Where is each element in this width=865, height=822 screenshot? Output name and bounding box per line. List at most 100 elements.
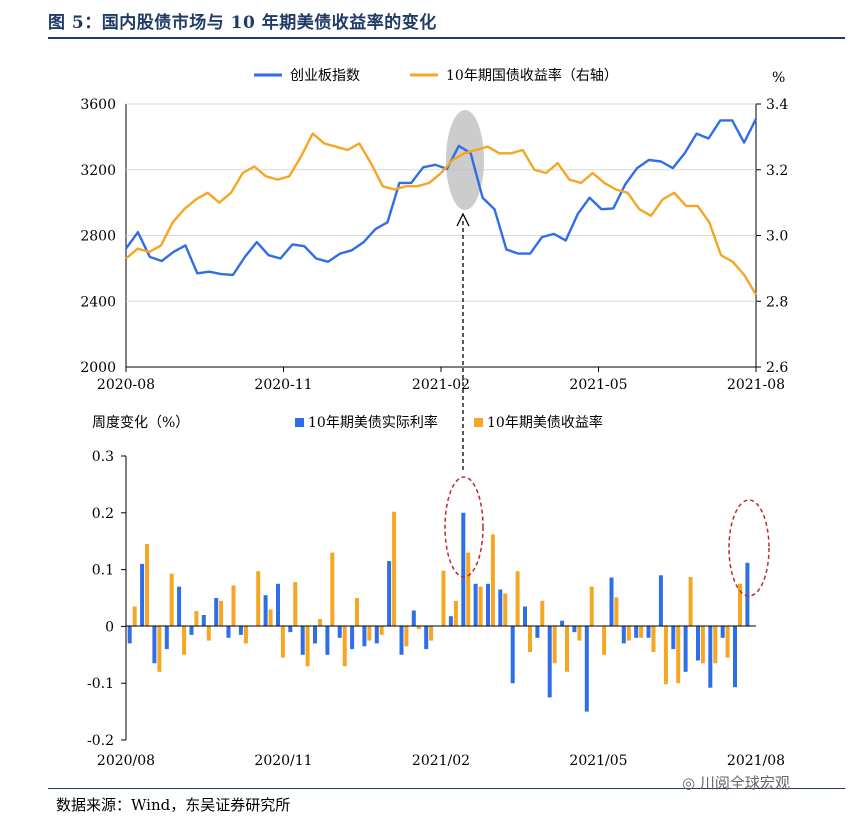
top-right-tick-label: 3.0 xyxy=(766,229,788,245)
bottom-y-tick-label: 0.2 xyxy=(92,506,114,522)
bar-real-rate xyxy=(152,626,157,664)
bar-ust-yield xyxy=(589,586,594,627)
bottom-x-tick-label: 2021/02 xyxy=(412,753,470,769)
bar-ust-yield xyxy=(404,626,409,647)
dashed-circle-feb xyxy=(444,476,484,578)
bar-ust-yield xyxy=(243,626,248,644)
bar-ust-yield xyxy=(416,626,421,630)
bar-ust-yield xyxy=(194,611,199,627)
bar-real-rate xyxy=(461,512,466,627)
bar-real-rate xyxy=(708,626,713,688)
top-right-tick-label: 3.2 xyxy=(766,163,788,179)
bar-real-rate xyxy=(658,575,663,627)
bar-real-rate xyxy=(226,626,231,638)
bar-ust-yield xyxy=(268,609,273,627)
connector-arrowhead xyxy=(456,212,470,227)
bar-ust-yield xyxy=(552,626,557,664)
source-note: 数据来源：Wind，东吴证券研究所 xyxy=(56,796,291,814)
legend-label-real-rate: 10年期美债实际利率 xyxy=(308,414,438,431)
top-left-tick-label: 3600 xyxy=(80,97,116,113)
highlight-ellipse xyxy=(446,110,484,210)
title-rule xyxy=(48,37,845,39)
bar-real-rate xyxy=(411,610,416,627)
bar-real-rate xyxy=(720,626,725,638)
top-x-tick-label: 2021-05 xyxy=(569,377,627,393)
bar-real-rate xyxy=(238,626,243,635)
watermark-text: 川阅全球宏观 xyxy=(699,774,790,792)
bar-ust-yield xyxy=(466,552,471,627)
bar-real-rate xyxy=(140,563,145,627)
bar-ust-yield xyxy=(441,570,446,627)
bar-ust-yield xyxy=(528,626,532,652)
bar-real-rate xyxy=(621,626,626,644)
bar-real-rate xyxy=(288,626,293,633)
bar-ust-yield xyxy=(540,600,545,627)
bar-real-rate xyxy=(498,589,503,627)
bar-ust-yield xyxy=(503,593,508,627)
bar-real-rate xyxy=(201,615,206,627)
bar-ust-yield xyxy=(614,597,619,627)
bar-ust-yield xyxy=(330,552,335,627)
figure-title: 图 5：国内股债市场与 10 年期美债收益率的变化 xyxy=(48,13,437,33)
bottom-x-tick-label: 2020/08 xyxy=(97,753,155,769)
bar-ust-yield xyxy=(169,573,174,627)
bar-real-rate xyxy=(671,626,676,650)
top-right-tick-label: 2.6 xyxy=(766,360,788,376)
bar-real-rate xyxy=(486,583,490,627)
bar-real-rate xyxy=(313,626,317,644)
bar-real-rate xyxy=(399,626,404,655)
top-x-tick-label: 2020-11 xyxy=(254,377,312,393)
bar-ust-yield xyxy=(157,626,162,672)
bar-ust-yield xyxy=(490,534,495,627)
bar-ust-yield xyxy=(355,598,359,627)
bottom-chart: 周度变化（%） 10年期美债实际利率 10年期美债收益率 -0.2 -0.1 0 0.… xyxy=(87,414,785,769)
bar-real-rate xyxy=(535,626,540,638)
top-chart: 2000 2400 2800 3200 3600 2.6 2.8 3.0 3.2 3.4 % 2… xyxy=(80,67,788,393)
bar-ust-yield xyxy=(738,583,742,627)
top-right-tick-label: 2.8 xyxy=(766,294,788,310)
bar-real-rate xyxy=(547,626,552,698)
bar-ust-yield xyxy=(367,626,372,641)
bar-ust-yield xyxy=(182,626,187,655)
bottom-y-caption: 周度变化（%） xyxy=(92,415,189,431)
bar-real-rate xyxy=(350,626,355,650)
top-right-tick-label: 3.4 xyxy=(766,97,788,113)
bar-ust-yield xyxy=(663,626,668,685)
top-legend: 创业板指数 10年期国债收益率（右轴） xyxy=(254,67,618,84)
bar-real-rate xyxy=(448,616,453,627)
bar-real-rate xyxy=(523,606,527,627)
bar-ust-yield xyxy=(515,571,520,627)
bar-real-rate xyxy=(127,626,132,644)
bar-real-rate xyxy=(276,583,280,627)
bar-ust-yield xyxy=(219,600,224,627)
bar-ust-yield xyxy=(602,626,607,655)
bar-ust-yield xyxy=(565,626,569,672)
bar-real-rate xyxy=(263,595,268,627)
top-x-tick-label: 2020-08 xyxy=(97,377,155,393)
series-line-chinext xyxy=(125,118,758,277)
bottom-x-tick-label: 2021/05 xyxy=(569,753,627,769)
bar-real-rate xyxy=(473,583,478,627)
bar-ust-yield xyxy=(231,585,236,627)
legend-swatch-blue xyxy=(295,418,304,427)
bar-ust-yield xyxy=(280,626,285,658)
bottom-y-tick-label: -0.1 xyxy=(87,676,114,692)
bar-ust-yield xyxy=(700,626,705,664)
bar-real-rate xyxy=(609,577,614,627)
right-axis-unit: % xyxy=(772,70,785,86)
bar-real-rate xyxy=(510,626,515,684)
bar-ust-yield xyxy=(725,626,730,658)
bar-ust-yield xyxy=(626,626,631,641)
bar-ust-yield xyxy=(713,626,718,664)
bar-real-rate xyxy=(177,586,182,627)
legend-swatch-orange xyxy=(474,418,483,427)
bar-ust-yield xyxy=(639,626,644,638)
top-x-tick-label: 2021-02 xyxy=(412,377,470,393)
bar-real-rate xyxy=(300,626,305,655)
bar-ust-yield xyxy=(453,600,458,627)
bar-real-rate xyxy=(374,626,379,644)
bottom-x-tick-label: 2021/08 xyxy=(727,753,785,769)
legend-label-ust-yield: 10年期美债收益率 xyxy=(487,414,603,431)
bar-ust-yield xyxy=(293,582,298,627)
bar-ust-yield xyxy=(132,606,137,627)
